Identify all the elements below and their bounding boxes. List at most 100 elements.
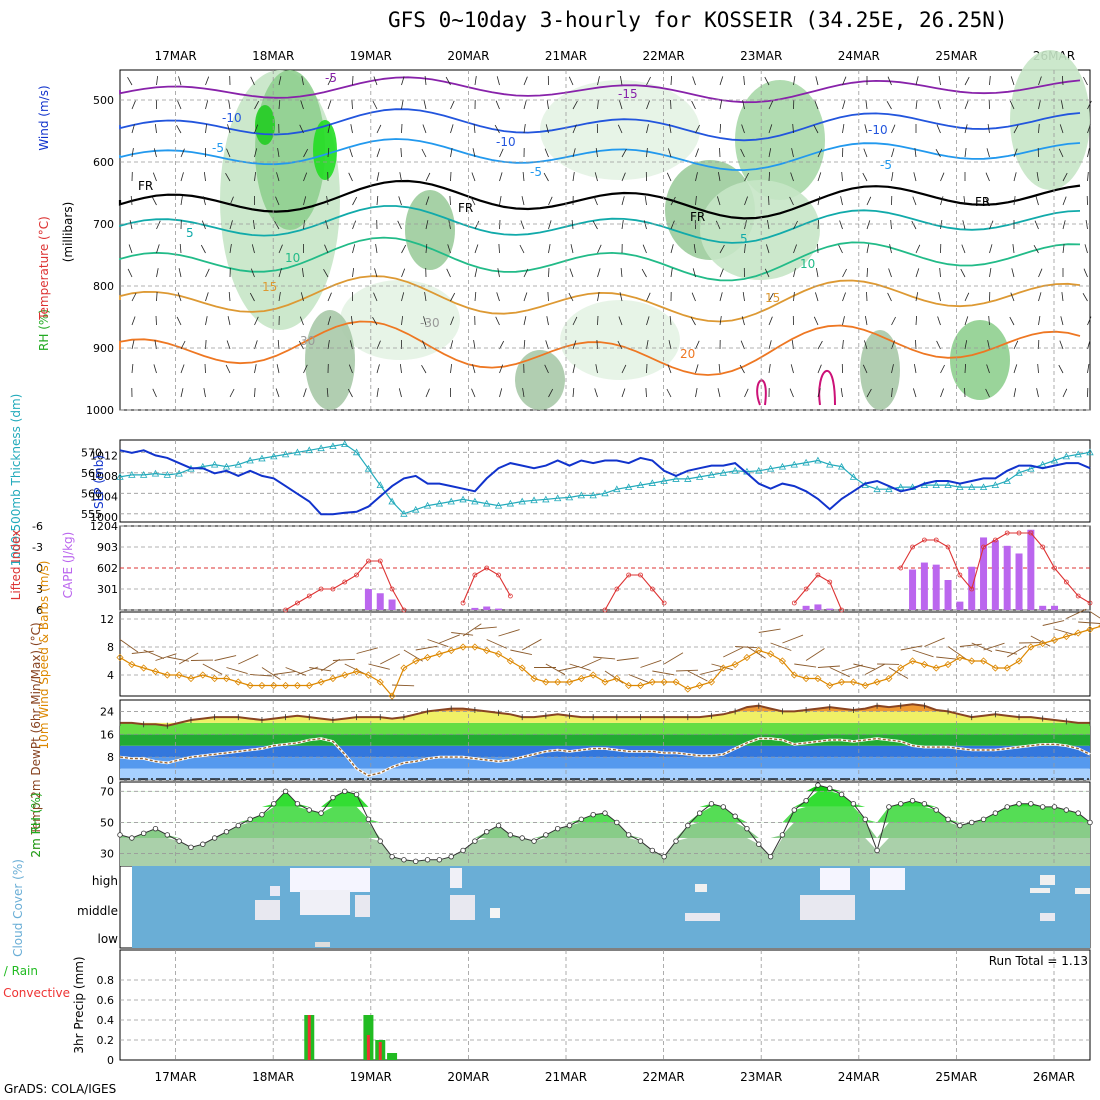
rh-shade: [950, 320, 1010, 400]
lifted-index-marker: [614, 586, 620, 592]
wind-barb: [620, 76, 623, 86]
wind-speed-marker: [412, 657, 420, 665]
wind-barb: [940, 220, 943, 230]
cape-bar: [376, 593, 384, 610]
upper-axis-label-0: RH (%): [37, 309, 51, 351]
wind-barb: [399, 172, 402, 182]
wind-barb: [546, 316, 549, 326]
wind-barb: [572, 172, 575, 182]
wind-barb: [862, 364, 868, 374]
wind-barb: [815, 292, 819, 302]
lifted-index-marker: [484, 565, 490, 571]
wind-barb-10m: [415, 645, 438, 651]
wind-barb: [670, 99, 672, 110]
wind-barb: [891, 387, 893, 398]
wind-barb: [914, 364, 917, 374]
wind-barb-10m: [723, 646, 744, 658]
wind-barb: [496, 76, 500, 86]
wind-barb: [621, 172, 626, 182]
thickness-marker: [151, 469, 160, 477]
thickness-marker: [352, 448, 361, 456]
rh-tick-label: 50: [100, 816, 114, 829]
wind-barb: [1087, 171, 1089, 182]
wind-barb-10m: [959, 643, 982, 647]
date-label-bottom: 22MAR: [643, 1070, 685, 1084]
wind-barb: [570, 244, 574, 254]
cape-bar: [980, 537, 988, 610]
temp-band: [120, 745, 1090, 758]
wind-barb: [643, 220, 647, 230]
wind-barb: [178, 268, 182, 278]
thickness-marker: [128, 471, 136, 478]
wind-speed-marker: [282, 681, 290, 690]
contour-label: FR: [458, 201, 473, 215]
rh-marker: [495, 822, 502, 829]
thickness-marker: [246, 456, 254, 464]
wind-barb: [816, 268, 819, 278]
rh-marker: [886, 804, 892, 810]
date-label-top: 17MAR: [155, 49, 197, 63]
wind-speed-marker: [625, 681, 633, 690]
wind-barb: [446, 268, 451, 278]
rh-marker: [791, 807, 797, 813]
contour-label: 10: [800, 257, 815, 271]
precip-conv-bar: [378, 1042, 382, 1060]
wind-speed-marker: [1027, 643, 1035, 651]
wind-barb: [522, 171, 525, 182]
date-label-top: 19MAR: [350, 49, 392, 63]
wind-barb: [499, 148, 504, 158]
cape-tick-label: 602: [97, 562, 118, 575]
wind-speed-marker: [423, 653, 432, 662]
wind-barb: [817, 340, 823, 350]
cloud-cell: [1040, 913, 1055, 921]
wind-barb: [667, 364, 672, 374]
wind-barb: [544, 148, 549, 158]
rh-marker: [649, 847, 656, 854]
pressure-tick-label: 900: [93, 342, 114, 355]
wind-barb: [1087, 100, 1092, 110]
wind-barb: [227, 124, 231, 134]
rh-marker: [306, 807, 312, 813]
thickness-marker: [814, 456, 822, 464]
wind-barb: [644, 196, 647, 206]
temperature-contour: [119, 108, 1081, 142]
wind-barb: [619, 292, 623, 302]
cape-bar: [495, 608, 503, 610]
rh-axis-label: 2m RH (%): [29, 792, 43, 857]
wind-barb: [450, 171, 452, 182]
wind-barb: [229, 388, 235, 398]
lifted-tick-label: -3: [32, 541, 43, 554]
wind-barb-10m: [332, 658, 355, 661]
wind-speed-marker: [542, 678, 550, 686]
wind-speed-marker: [376, 678, 384, 686]
wind-barb: [597, 315, 599, 326]
wind-barb: [253, 220, 255, 230]
wind-barb: [937, 316, 941, 326]
contour-label: FR: [690, 210, 705, 224]
rh-marker: [342, 788, 348, 795]
wind-speed-marker: [293, 681, 302, 690]
wind-barb: [1013, 172, 1017, 182]
wind-barb: [741, 316, 745, 326]
wind-barb: [938, 76, 941, 86]
wind-speed-marker: [1086, 625, 1094, 634]
wind-speed-marker: [435, 650, 443, 658]
wind-barb: [597, 292, 600, 302]
wind-barb: [913, 388, 917, 398]
wind-barb: [940, 196, 944, 206]
pressure-tick-label: 500: [93, 94, 114, 107]
wind-barb: [424, 75, 427, 86]
thickness-marker: [695, 473, 704, 480]
wind-barb: [1033, 245, 1039, 254]
wind-barb: [421, 365, 427, 374]
wind-barb: [544, 364, 549, 374]
wind-barb: [376, 195, 379, 206]
cloud-cell: [695, 884, 707, 892]
temp-tick-label: 16: [100, 728, 114, 741]
wind-barb: [719, 123, 721, 134]
wind-barb: [425, 388, 430, 398]
wind-barb: [767, 220, 770, 230]
rh-marker: [271, 801, 277, 807]
wind-barb: [274, 221, 280, 230]
precip-tick-label: 0: [107, 1054, 114, 1067]
